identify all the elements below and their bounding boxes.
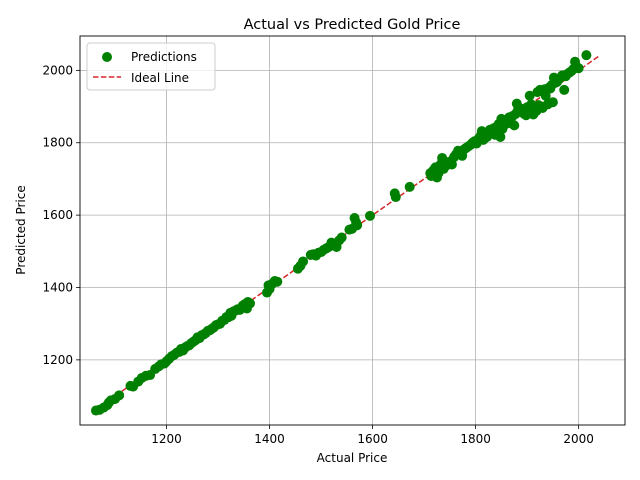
- x-tick-label: 2000: [563, 432, 594, 446]
- x-tick-label: 1800: [460, 432, 491, 446]
- prediction-point: [352, 220, 363, 231]
- legend-box: [86, 42, 216, 91]
- y-tick-label: 1800: [42, 136, 73, 150]
- prediction-point: [524, 90, 535, 101]
- y-tick-label: 1200: [42, 353, 73, 367]
- prediction-point: [581, 50, 592, 61]
- x-tick-label: 1200: [151, 432, 182, 446]
- prediction-point: [540, 90, 551, 101]
- plot-area: 1200 1400 1600 1800 2000 1200 1400 1600 1800 2000: [42, 35, 626, 446]
- prediction-point: [114, 390, 125, 401]
- y-tick-label: 1400: [42, 280, 73, 294]
- prediction-point: [559, 84, 570, 95]
- legend-marker-predictions: [102, 52, 112, 62]
- legend: Predictions Ideal Line: [86, 42, 216, 91]
- axes: 1200 1400 1600 1800 2000 1200 1400 1600 1800 2000: [42, 63, 593, 446]
- legend-label-ideal-line: Ideal Line: [131, 71, 189, 85]
- x-tick-label: 1600: [357, 432, 388, 446]
- prediction-point: [244, 298, 255, 309]
- grid-lines: [80, 36, 625, 425]
- chart-title: Actual vs Predicted Gold Price: [244, 17, 461, 33]
- prediction-point: [547, 97, 558, 108]
- legend-label-predictions: Predictions: [131, 50, 197, 64]
- prediction-point: [298, 256, 309, 267]
- y-tick-label: 1600: [42, 208, 73, 222]
- y-tick-label: 2000: [42, 63, 73, 77]
- prediction-point: [336, 232, 347, 243]
- y-axis-label: Predicted Price: [14, 185, 28, 274]
- prediction-point: [404, 181, 415, 192]
- prediction-points: [90, 50, 592, 416]
- prediction-point: [390, 192, 401, 203]
- prediction-point: [365, 210, 376, 221]
- prediction-point: [573, 63, 584, 74]
- prediction-point: [495, 131, 506, 142]
- prediction-point: [509, 120, 520, 131]
- x-tick-label: 1400: [254, 432, 285, 446]
- x-axis-label: Actual Price: [317, 451, 388, 465]
- plot-frame: [79, 35, 626, 426]
- prediction-point: [272, 276, 283, 287]
